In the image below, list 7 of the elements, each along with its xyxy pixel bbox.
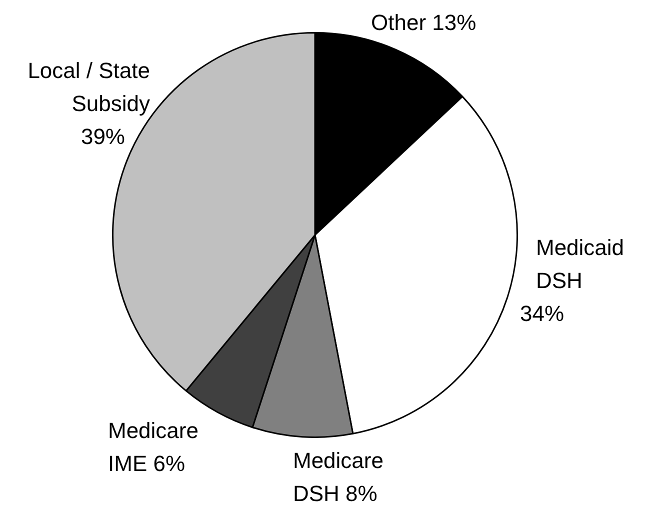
slice-label: Local / State Subsidy	[28, 58, 150, 116]
slice-label: Medicare IME 6%	[108, 418, 198, 476]
slice-label: Other 13%	[371, 10, 476, 35]
slice-label: Medicare DSH 8%	[293, 448, 384, 505]
slice-label: Medicaid DSH	[536, 235, 624, 293]
data-label: 34%	[520, 301, 564, 326]
data-label: 39%	[80, 124, 125, 149]
